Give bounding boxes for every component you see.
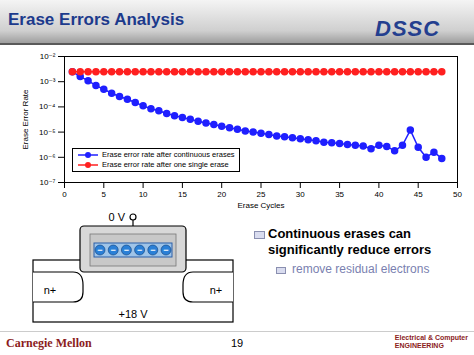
svg-text:n+: n+: [210, 284, 223, 296]
svg-text:−: −: [124, 245, 129, 255]
html-text:Carnegie Mellon: Carnegie Mellon: [6, 336, 92, 350]
svg-text:10⁻²: 10⁻²: [40, 52, 56, 61]
html-text:Electrical & Computer: Electrical & Computer: [394, 334, 468, 341]
svg-text:Erase Cycles: Erase Cycles: [237, 201, 284, 210]
svg-text:25: 25: [257, 190, 266, 199]
svg-text:10⁻⁵: 10⁻⁵: [39, 128, 55, 137]
html-text:ENGINEERING: ENGINEERING: [394, 342, 444, 349]
svg-text:0: 0: [62, 190, 67, 199]
svg-text:20: 20: [217, 190, 226, 199]
svg-text:−: −: [163, 245, 168, 255]
svg-text:30: 30: [296, 190, 305, 199]
svg-text:0 V: 0 V: [108, 211, 125, 223]
svg-text:40: 40: [374, 190, 383, 199]
svg-text:35: 35: [335, 190, 344, 199]
svg-text:n+: n+: [44, 284, 57, 296]
svg-text:45: 45: [414, 190, 423, 199]
html-text:19: 19: [230, 337, 244, 349]
svg-text:15: 15: [178, 190, 187, 199]
html-text:Erase error rate after one sin: Erase error rate after one single erase: [102, 160, 229, 169]
svg-text:−: −: [150, 245, 155, 255]
svg-text:10⁻³: 10⁻³: [40, 77, 56, 86]
svg-text:Erase Error Rate: Erase Error Rate: [21, 89, 30, 150]
html-text:Continuous erases can signific: Continuous erases can significantly redu…: [268, 226, 432, 257]
html-text:remove residual electrons: remove residual electrons: [292, 262, 430, 276]
html-text:Erase Errors Analysis: Erase Errors Analysis: [8, 10, 185, 29]
svg-text:10: 10: [139, 190, 148, 199]
svg-text:5: 5: [102, 190, 107, 199]
svg-text:−: −: [97, 245, 102, 255]
svg-text:+18 V: +18 V: [118, 308, 148, 320]
svg-text:10⁻⁷: 10⁻⁷: [39, 178, 55, 187]
svg-text:10⁻⁶: 10⁻⁶: [39, 153, 55, 162]
svg-text:−: −: [137, 245, 142, 255]
svg-text:−: −: [111, 245, 116, 255]
html-text:DSSC: DSSC: [375, 16, 441, 41]
html-text:Erase error rate after continu: Erase error rate after continuous erases: [102, 150, 235, 159]
svg-text:50: 50: [453, 190, 462, 199]
svg-text:10⁻⁴: 10⁻⁴: [39, 102, 56, 111]
